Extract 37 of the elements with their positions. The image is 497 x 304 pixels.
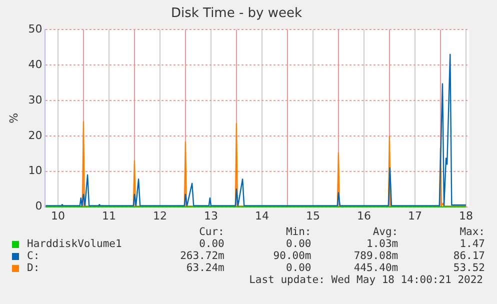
- y-tick-label: 40: [28, 58, 42, 71]
- x-tick-label: 13: [204, 209, 218, 222]
- y-tick-label: 30: [28, 93, 42, 106]
- y-axis-title: %: [7, 112, 20, 124]
- y-tick-label: 20: [28, 128, 42, 142]
- text: 789.08m: [352, 250, 398, 262]
- text: Avg:: [372, 226, 398, 238]
- y-tick-label: 0: [35, 200, 42, 213]
- text: 53.52: [452, 262, 485, 274]
- text: Last update: Wed May 18 14:00:21 2022: [248, 274, 484, 286]
- text: 1.47: [458, 238, 485, 250]
- y-tick-label: 50: [28, 22, 42, 36]
- text: 0.00: [284, 262, 312, 274]
- text: 263.72m: [179, 250, 224, 262]
- text: Max:: [458, 226, 485, 238]
- x-tick-label: 10: [50, 209, 65, 222]
- text: Min:: [284, 226, 312, 238]
- legend-label: D:: [27, 262, 40, 274]
- y-tick-label: 10: [28, 164, 42, 178]
- text: 90.00m: [272, 250, 312, 262]
- text: 63.24m: [185, 262, 224, 274]
- text: 86.17: [452, 250, 485, 262]
- x-tick-label: 16: [356, 209, 371, 222]
- x-tick-label: 15: [306, 209, 320, 222]
- x-tick-label: 14: [254, 209, 269, 222]
- x-tick-label: 12: [152, 209, 167, 222]
- text: 0.00: [198, 238, 224, 250]
- x-tick-label: 17: [408, 209, 422, 222]
- legend-label: HarddiskVolume1: [27, 238, 122, 250]
- x-tick-label: 11: [102, 209, 116, 222]
- text: Cur:: [198, 226, 224, 238]
- chart-title: Disk Time - by week: [170, 6, 302, 22]
- legend-label: C:: [27, 250, 40, 262]
- x-tick-label: 18: [458, 209, 473, 222]
- text: 1.03m: [366, 238, 398, 250]
- text: 0.00: [284, 238, 312, 250]
- text: 445.40m: [352, 262, 398, 274]
